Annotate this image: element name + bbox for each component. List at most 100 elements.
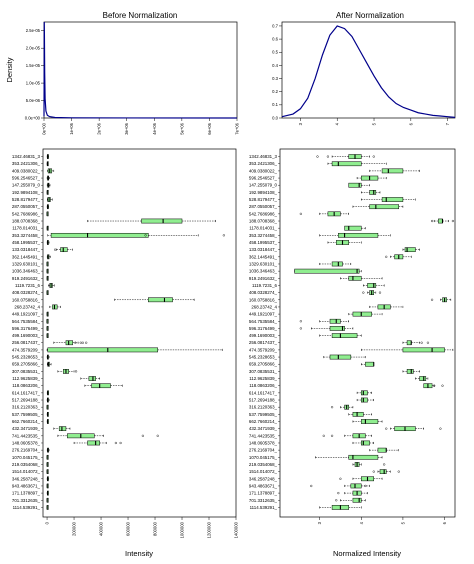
p3-box-26 — [53, 340, 88, 346]
iqr-box — [379, 469, 387, 474]
p3-row-label: 287.0550057_ — [12, 204, 41, 209]
iqr-box — [331, 161, 362, 167]
p4-box-31 — [415, 376, 429, 381]
p3-row-label: 659.2705866_ — [12, 362, 41, 367]
p4-row-label: 943.4863671_ — [249, 483, 278, 488]
p2-x-tick-label: 4 — [335, 122, 340, 125]
p3-box-43 — [46, 462, 49, 467]
outlier-point — [385, 427, 388, 430]
outlier-point — [299, 327, 302, 330]
outlier-point — [430, 219, 434, 223]
after-normalization-title: After Normalization — [336, 11, 404, 20]
outlier-point — [430, 298, 434, 301]
p3-row-label: 148.0605378_ — [12, 440, 41, 445]
p4-row-label: 188.0708368_ — [249, 219, 278, 224]
iqr-box — [367, 283, 377, 288]
p3-box-44 — [46, 469, 49, 474]
iqr-box — [148, 297, 173, 303]
p4-row-label: 316.2120363_ — [249, 405, 278, 410]
p2-y-tick-label: 0.6 — [272, 36, 278, 41]
intensity-axis-label: Intensity — [125, 549, 153, 558]
p3-box-31 — [80, 376, 100, 381]
p4-box-9 — [430, 218, 455, 224]
iqr-box — [87, 440, 100, 446]
p4-box-44 — [372, 469, 400, 474]
p4-row-label: 287.0550057_ — [249, 204, 278, 209]
p2-y-tick-label: 0.5 — [272, 50, 278, 55]
p3-row-label: 353.3274458_ — [12, 233, 41, 238]
p4-row-label: 192.9894108_ — [249, 190, 278, 195]
p2-y-tick-label: 0.0 — [272, 115, 278, 120]
iqr-box — [361, 419, 379, 424]
p4-box-11 — [319, 232, 391, 238]
after-density-frame — [281, 21, 456, 119]
outlier-point — [114, 441, 117, 445]
p4-row-label: 1342.46831_3 — [249, 154, 278, 159]
p4-box-13 — [402, 247, 420, 253]
p4-x-tick-label: 6 — [442, 521, 447, 524]
p4-row-label: 1119.7231_6 — [252, 283, 278, 288]
outlier-point — [364, 484, 367, 488]
outlier-point — [378, 291, 382, 294]
outlier-point — [439, 427, 442, 430]
p3-box-20 — [114, 297, 195, 303]
p4-row-label: 1070.045175_ — [249, 455, 278, 460]
p3-row-label: 192.9894108_ — [12, 190, 41, 195]
outlier-point — [299, 320, 302, 323]
p4-box-27 — [361, 347, 454, 353]
iqr-box — [352, 411, 364, 417]
p4-box-22 — [348, 311, 383, 317]
p4-x-tick-label: 5 — [400, 521, 405, 524]
outlier-point — [316, 155, 319, 158]
p4-box-46 — [310, 483, 370, 489]
p3-row-label: 1514.014072_ — [12, 469, 41, 474]
p3-box-13 — [54, 247, 73, 253]
p1-y-tick-label: 0.0e+00 — [25, 115, 41, 120]
density-axis-label: Density — [5, 57, 14, 82]
p4-row-label: 268.23742_4 — [251, 304, 277, 309]
p3-x-tick-label: 1000000 — [180, 521, 185, 538]
p1-x-tick-label: 7e+06 — [235, 122, 240, 134]
p4-box-36 — [348, 411, 372, 417]
p3-row-label: 528.8179477_ — [12, 197, 41, 202]
p3-row-label: 596.2546527_ — [12, 176, 41, 181]
p3-row-label: 449.1921097_ — [12, 312, 41, 317]
p4-box-0 — [316, 154, 375, 159]
p2-density-line — [281, 25, 456, 118]
p1-x-tick-label: 2e+06 — [97, 122, 102, 134]
p3-row-label: 919.2491632_ — [12, 276, 41, 281]
p4-x-tick-label: 3 — [317, 521, 322, 524]
p3-box-40 — [73, 440, 122, 446]
p4-box-17 — [340, 275, 383, 281]
intensity-boxplot-panel: 1342.46831_3 353.2421306_ 409.0380022_ 596.… — [12, 148, 239, 558]
p3-box-3 — [46, 175, 50, 181]
p3-box-27 — [46, 347, 223, 353]
p4-row-label: 545.2328653_ — [249, 355, 278, 360]
before-density-frame — [43, 21, 238, 119]
outlier-point — [441, 384, 444, 387]
outlier-point — [372, 470, 375, 473]
p3-row-label: 112.9625839_ — [12, 376, 40, 381]
iqr-box — [331, 261, 343, 267]
p4-row-label: 1178.014031_ — [249, 226, 277, 231]
p3-x-tick-label: 0 — [45, 521, 50, 524]
p4-row-label: 276.2169704_ — [249, 448, 278, 453]
p3-box-47 — [46, 490, 49, 496]
normalized-intensity-boxplot-panel: 1342.46831_3 353.2421306_ 409.0380022_ 596.… — [249, 148, 456, 558]
iqr-box — [381, 168, 404, 174]
p3-row-label: 614.1617417_ — [12, 390, 41, 395]
outlier-point — [330, 434, 334, 437]
p1-x-tick-label: 1e+06 — [69, 122, 74, 134]
p3-box-6 — [47, 197, 53, 202]
p3-box-16 — [46, 268, 49, 274]
p4-box-26 — [402, 340, 430, 346]
p4-row-label: 346.2587248_ — [249, 476, 278, 481]
outlier-point — [141, 434, 144, 437]
p3-row-label: 517.2694188_ — [12, 398, 41, 403]
p3-box-14 — [46, 254, 51, 260]
p4-row-label: 147.255079_0 — [249, 183, 278, 188]
p3-row-label: 537.7599505_ — [12, 412, 41, 417]
iqr-box — [361, 440, 370, 446]
p3-box-7 — [46, 204, 49, 210]
p4-row-label: 564.7535584_ — [249, 319, 278, 324]
